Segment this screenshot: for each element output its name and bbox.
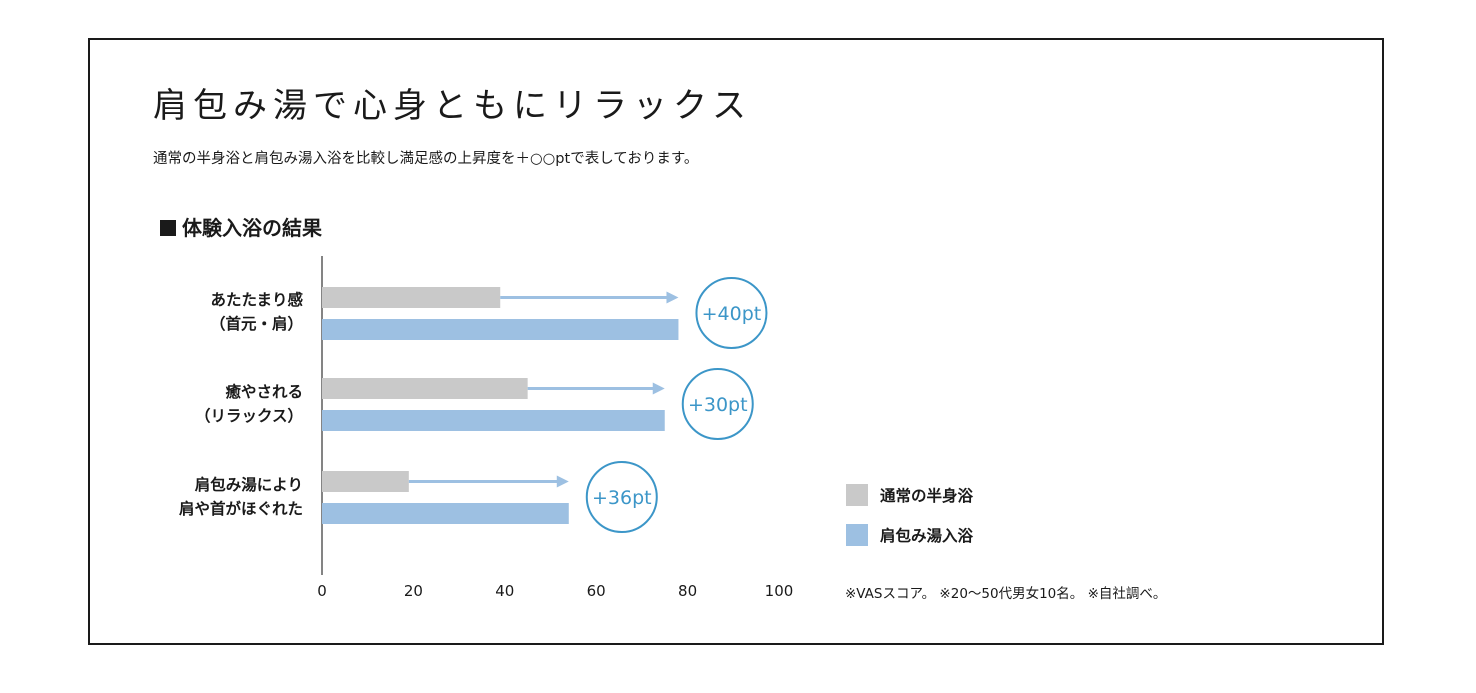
bar-shoulder <box>322 410 665 431</box>
category-label-line1: 癒やされる <box>225 383 303 401</box>
x-tick-label: 0 <box>317 582 327 600</box>
legend-item-normal: 通常の半身浴 <box>846 482 973 508</box>
legend-label: 通常の半身浴 <box>880 487 974 505</box>
section-heading-text: 体験入浴の結果 <box>182 216 322 240</box>
square-bullet-icon <box>160 220 176 236</box>
section-heading: 体験入浴の結果 <box>160 212 322 241</box>
bar-normal <box>322 378 528 399</box>
category-label-loosen: 肩包み湯により 肩や首がほぐれた <box>143 473 303 521</box>
category-label-line2: （リラックス） <box>194 407 303 425</box>
increase-badge-label: +30pt <box>688 394 748 416</box>
x-tick-label: 20 <box>404 582 423 600</box>
legend-item-shoulder: 肩包み湯入浴 <box>846 522 973 548</box>
bar-shoulder <box>322 319 679 340</box>
page-subtitle: 通常の半身浴と肩包み湯入浴を比較し満足感の上昇度を＋○○ptで表しております。 <box>153 151 699 167</box>
legend-swatch-normal <box>846 484 868 506</box>
x-tick-label: 40 <box>495 582 514 600</box>
category-label-line1: 肩包み湯により <box>194 476 303 494</box>
x-tick-label: 80 <box>678 582 697 600</box>
chart-legend: 通常の半身浴 肩包み湯入浴 <box>846 482 973 562</box>
increase-badge-label: +40pt <box>702 303 762 325</box>
chart-frame <box>88 38 1384 645</box>
bar-shoulder <box>322 503 569 524</box>
bar-normal <box>322 471 409 492</box>
legend-label: 肩包み湯入浴 <box>880 527 974 545</box>
increase-badge <box>681 368 754 440</box>
increase-badge <box>695 277 768 349</box>
page-title: 肩包み湯で心身ともにリラックス <box>153 86 752 126</box>
x-tick-label: 60 <box>587 582 606 600</box>
increase-arrow-head <box>652 382 665 395</box>
category-label-relax: 癒やされる （リラックス） <box>143 380 303 428</box>
footnote: ※VASスコア。 ※20〜50代男女10名。 ※自社調べ。 <box>845 586 1167 602</box>
category-label-line1: あたたまり感 <box>210 291 303 309</box>
category-label-line2: （首元・肩） <box>209 315 303 333</box>
x-tick-label: 100 <box>765 582 794 600</box>
increase-arrow-head <box>666 291 679 304</box>
legend-swatch-shoulder <box>846 524 868 546</box>
category-label-line2: 肩や首がほぐれた <box>178 500 303 518</box>
increase-arrow-head <box>556 475 569 488</box>
category-label-warmth: あたたまり感 （首元・肩） <box>143 288 303 336</box>
increase-badge <box>585 461 658 533</box>
increase-badge-label: +36pt <box>592 487 652 509</box>
bar-normal <box>322 287 501 308</box>
